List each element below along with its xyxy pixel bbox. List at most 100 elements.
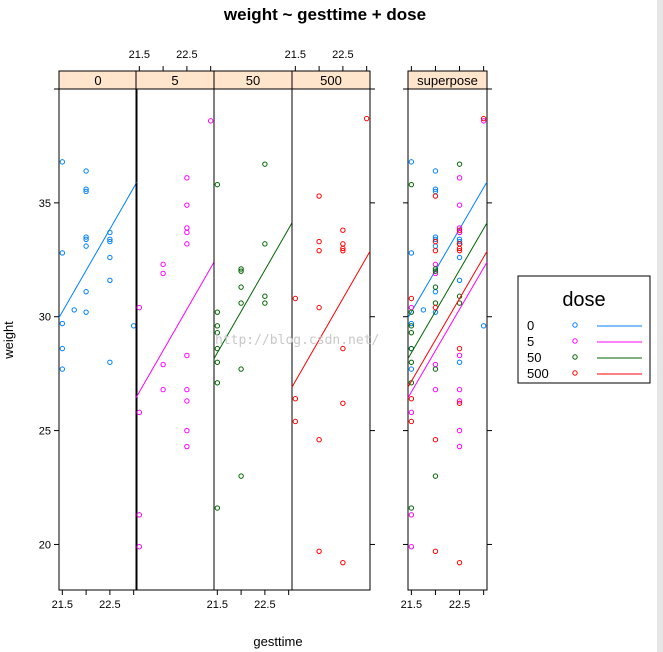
data-point [316,548,322,554]
x-tick-label: 22.5 [332,49,353,61]
data-point [316,437,322,443]
window-scrollbar[interactable] [657,0,663,652]
data-point [238,300,244,306]
data-point [432,193,439,199]
strip-label: 5 [171,73,178,88]
data-point [408,409,415,416]
data-point [340,247,346,254]
data-point [83,243,89,249]
data-point [456,161,463,167]
data-point [184,386,190,393]
data-point [480,118,487,124]
data-point [456,277,463,283]
data-point [432,168,439,174]
panel-frame [135,88,215,591]
data-point [316,193,322,199]
legend-title: dose [562,289,605,311]
data-point [340,559,346,566]
data-point [184,443,190,450]
data-point [408,320,415,327]
legend-box [517,275,651,384]
data-point [316,238,322,245]
data-point [456,245,463,252]
data-point [59,320,66,327]
data-point [432,437,439,443]
y-tick-label: 30 [39,312,51,324]
data-point [262,300,268,306]
data-point [184,175,190,181]
x-tick-label: 21.5 [129,49,150,61]
data-point [408,329,415,336]
data-point [456,345,463,352]
data-point [59,250,66,256]
data-point [214,505,221,511]
panel-frame [291,88,371,591]
data-point [480,115,487,122]
data-point [59,366,66,372]
data-point [456,202,463,208]
strip-label: 50 [246,73,260,88]
data-point [432,247,439,254]
data-point [340,241,346,247]
data-point [432,186,439,192]
data-point [214,323,221,329]
strip-label: 0 [94,73,101,88]
data-point [316,304,322,311]
fit-line [291,251,371,388]
data-point [238,473,244,479]
data-point [238,284,244,290]
y-axis-label: weight [1,321,16,360]
data-point [432,243,439,249]
legend-label: 50 [527,350,541,365]
fit-line [135,261,215,399]
data-point [160,386,166,393]
fit-line [58,181,138,318]
data-point [136,409,143,416]
data-point [214,359,221,365]
data-point [83,188,89,195]
data-point [214,329,221,336]
data-point [130,323,137,329]
data-point [420,307,427,313]
data-point [456,443,463,450]
fit-line [213,222,293,359]
data-point [432,300,439,306]
data-point [456,238,463,245]
fit-line [407,251,488,388]
legend-marker [572,322,578,328]
data-point [184,202,190,208]
x-tick-label: 22.5 [176,49,197,61]
data-point [292,396,299,402]
data-point [408,304,415,311]
data-point [432,236,439,243]
data-point [456,559,463,566]
data-point [184,241,190,247]
data-point [432,238,439,245]
data-point [83,288,89,295]
data-point [456,427,463,434]
data-point [292,295,299,302]
x-tick-label: 21.5 [401,599,422,611]
data-point [107,238,113,245]
data-point [456,254,463,261]
panel-frame [407,88,488,591]
data-point [238,366,244,372]
panels: 0 21.5 22.5 5 21.5 22.5 50 21.5 22.5 500 21.5 22.5 s… [39,49,492,611]
data-point [160,270,166,277]
data-point [408,544,415,550]
x-tick-label: 21.5 [285,49,306,61]
data-point [456,352,463,359]
data-point [408,359,415,365]
watermark: http://blog.csdn.net/ [215,333,379,348]
data-point [207,118,214,124]
data-point [408,250,415,256]
fit-line [407,222,488,359]
panel-frame [58,88,138,591]
data-point [456,398,463,404]
data-point [456,227,463,233]
x-tick-label: 21.5 [207,599,228,611]
x-tick-label: 21.5 [52,599,73,611]
data-point [83,186,89,192]
x-axis-label: gesttime [253,634,302,649]
data-point [408,309,415,315]
